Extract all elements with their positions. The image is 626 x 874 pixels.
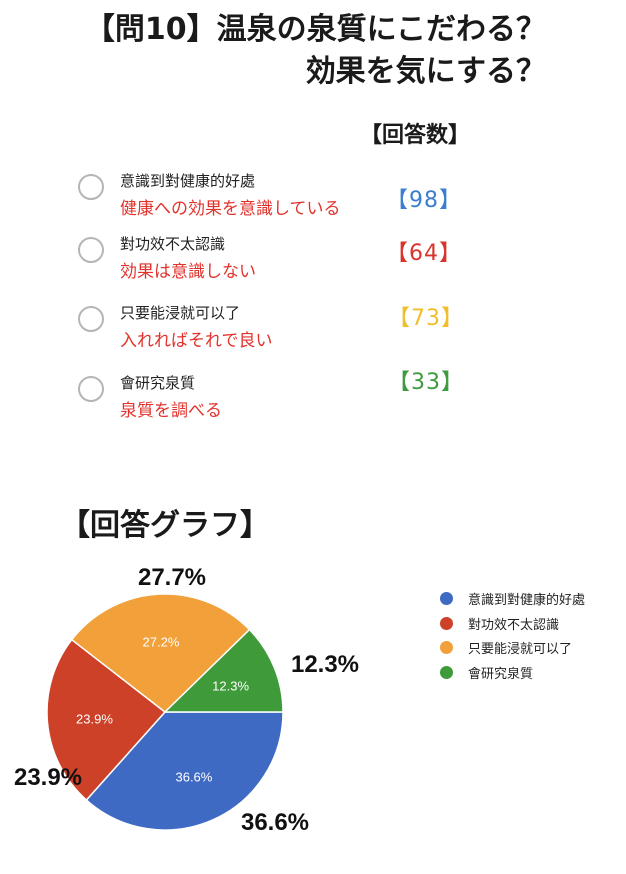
option-count: 【64】	[386, 241, 462, 266]
option-label: 只要能浸就可以了	[120, 304, 241, 322]
legend-swatch	[440, 592, 453, 605]
radio-button[interactable]	[78, 237, 104, 263]
legend-swatch	[440, 665, 453, 679]
pie-slice	[70, 593, 251, 713]
option-subtitle: 効果は意識しない	[120, 262, 256, 282]
option-count: 【33】	[388, 370, 464, 395]
legend-label: 只要能浸就可以了	[468, 642, 573, 657]
slice-inner-label: 12.3%	[212, 678, 249, 693]
option-count: 【73】	[388, 306, 464, 331]
slice-inner-label: 36.6%	[175, 770, 212, 785]
option-label: 對功效不太認識	[120, 235, 226, 253]
option-research-quality[interactable]: 會研究泉質 泉質を調べる 【33】	[78, 370, 538, 432]
slice-outer-label: 36.6%	[241, 809, 309, 836]
pie-slice	[85, 711, 284, 831]
slice-inner-label: 23.9%	[76, 711, 113, 726]
slice-outer-label: 27.7%	[138, 564, 206, 591]
radio-button[interactable]	[78, 306, 104, 332]
pie-chart: 36.6% 36.6% 23.9% 23.9% 27.2% 27.7% 12.3% 12.3%	[14, 564, 359, 836]
page-title-line-1: 【問10】温泉の泉質にこだわる？	[84, 12, 546, 47]
legend-swatch	[440, 641, 453, 654]
option-subtitle: 泉質を調べる	[120, 401, 222, 421]
option-just-bathe[interactable]: 只要能浸就可以了 入れればそれで良い 【73】	[78, 302, 538, 362]
option-health-aware[interactable]: 意識到對健康的好處 健康への効果を意識している 【98】	[78, 170, 538, 230]
slice-inner-label: 27.2%	[143, 634, 180, 649]
legend-swatch	[440, 616, 453, 630]
count-heading: 【回答数】	[360, 123, 471, 148]
option-subtitle: 健康への効果を意識している	[120, 199, 341, 219]
slice-outer-label: 12.3%	[291, 651, 359, 678]
pie-slice	[163, 628, 284, 713]
slice-outer-label: 23.9%	[14, 764, 82, 791]
legend-label: 會研究泉質	[468, 666, 534, 682]
option-subtitle: 入れればそれで良い	[120, 331, 273, 351]
pie-slice	[46, 638, 167, 802]
legend-label: 意識到對健康的好處	[468, 593, 586, 608]
legend-label: 對功效不太認識	[468, 617, 560, 633]
radio-button[interactable]	[78, 376, 104, 402]
option-label: 意識到對健康的好處	[120, 172, 256, 190]
option-not-aware[interactable]: 對功效不太認識 効果は意識しない 【64】	[78, 233, 538, 293]
page-title-line-2: 効果を気にする？	[305, 54, 546, 89]
radio-button[interactable]	[78, 174, 104, 200]
option-count: 【98】	[386, 188, 462, 213]
graph-heading: 【回答グラフ】	[60, 508, 270, 543]
option-label: 會研究泉質	[120, 374, 196, 392]
